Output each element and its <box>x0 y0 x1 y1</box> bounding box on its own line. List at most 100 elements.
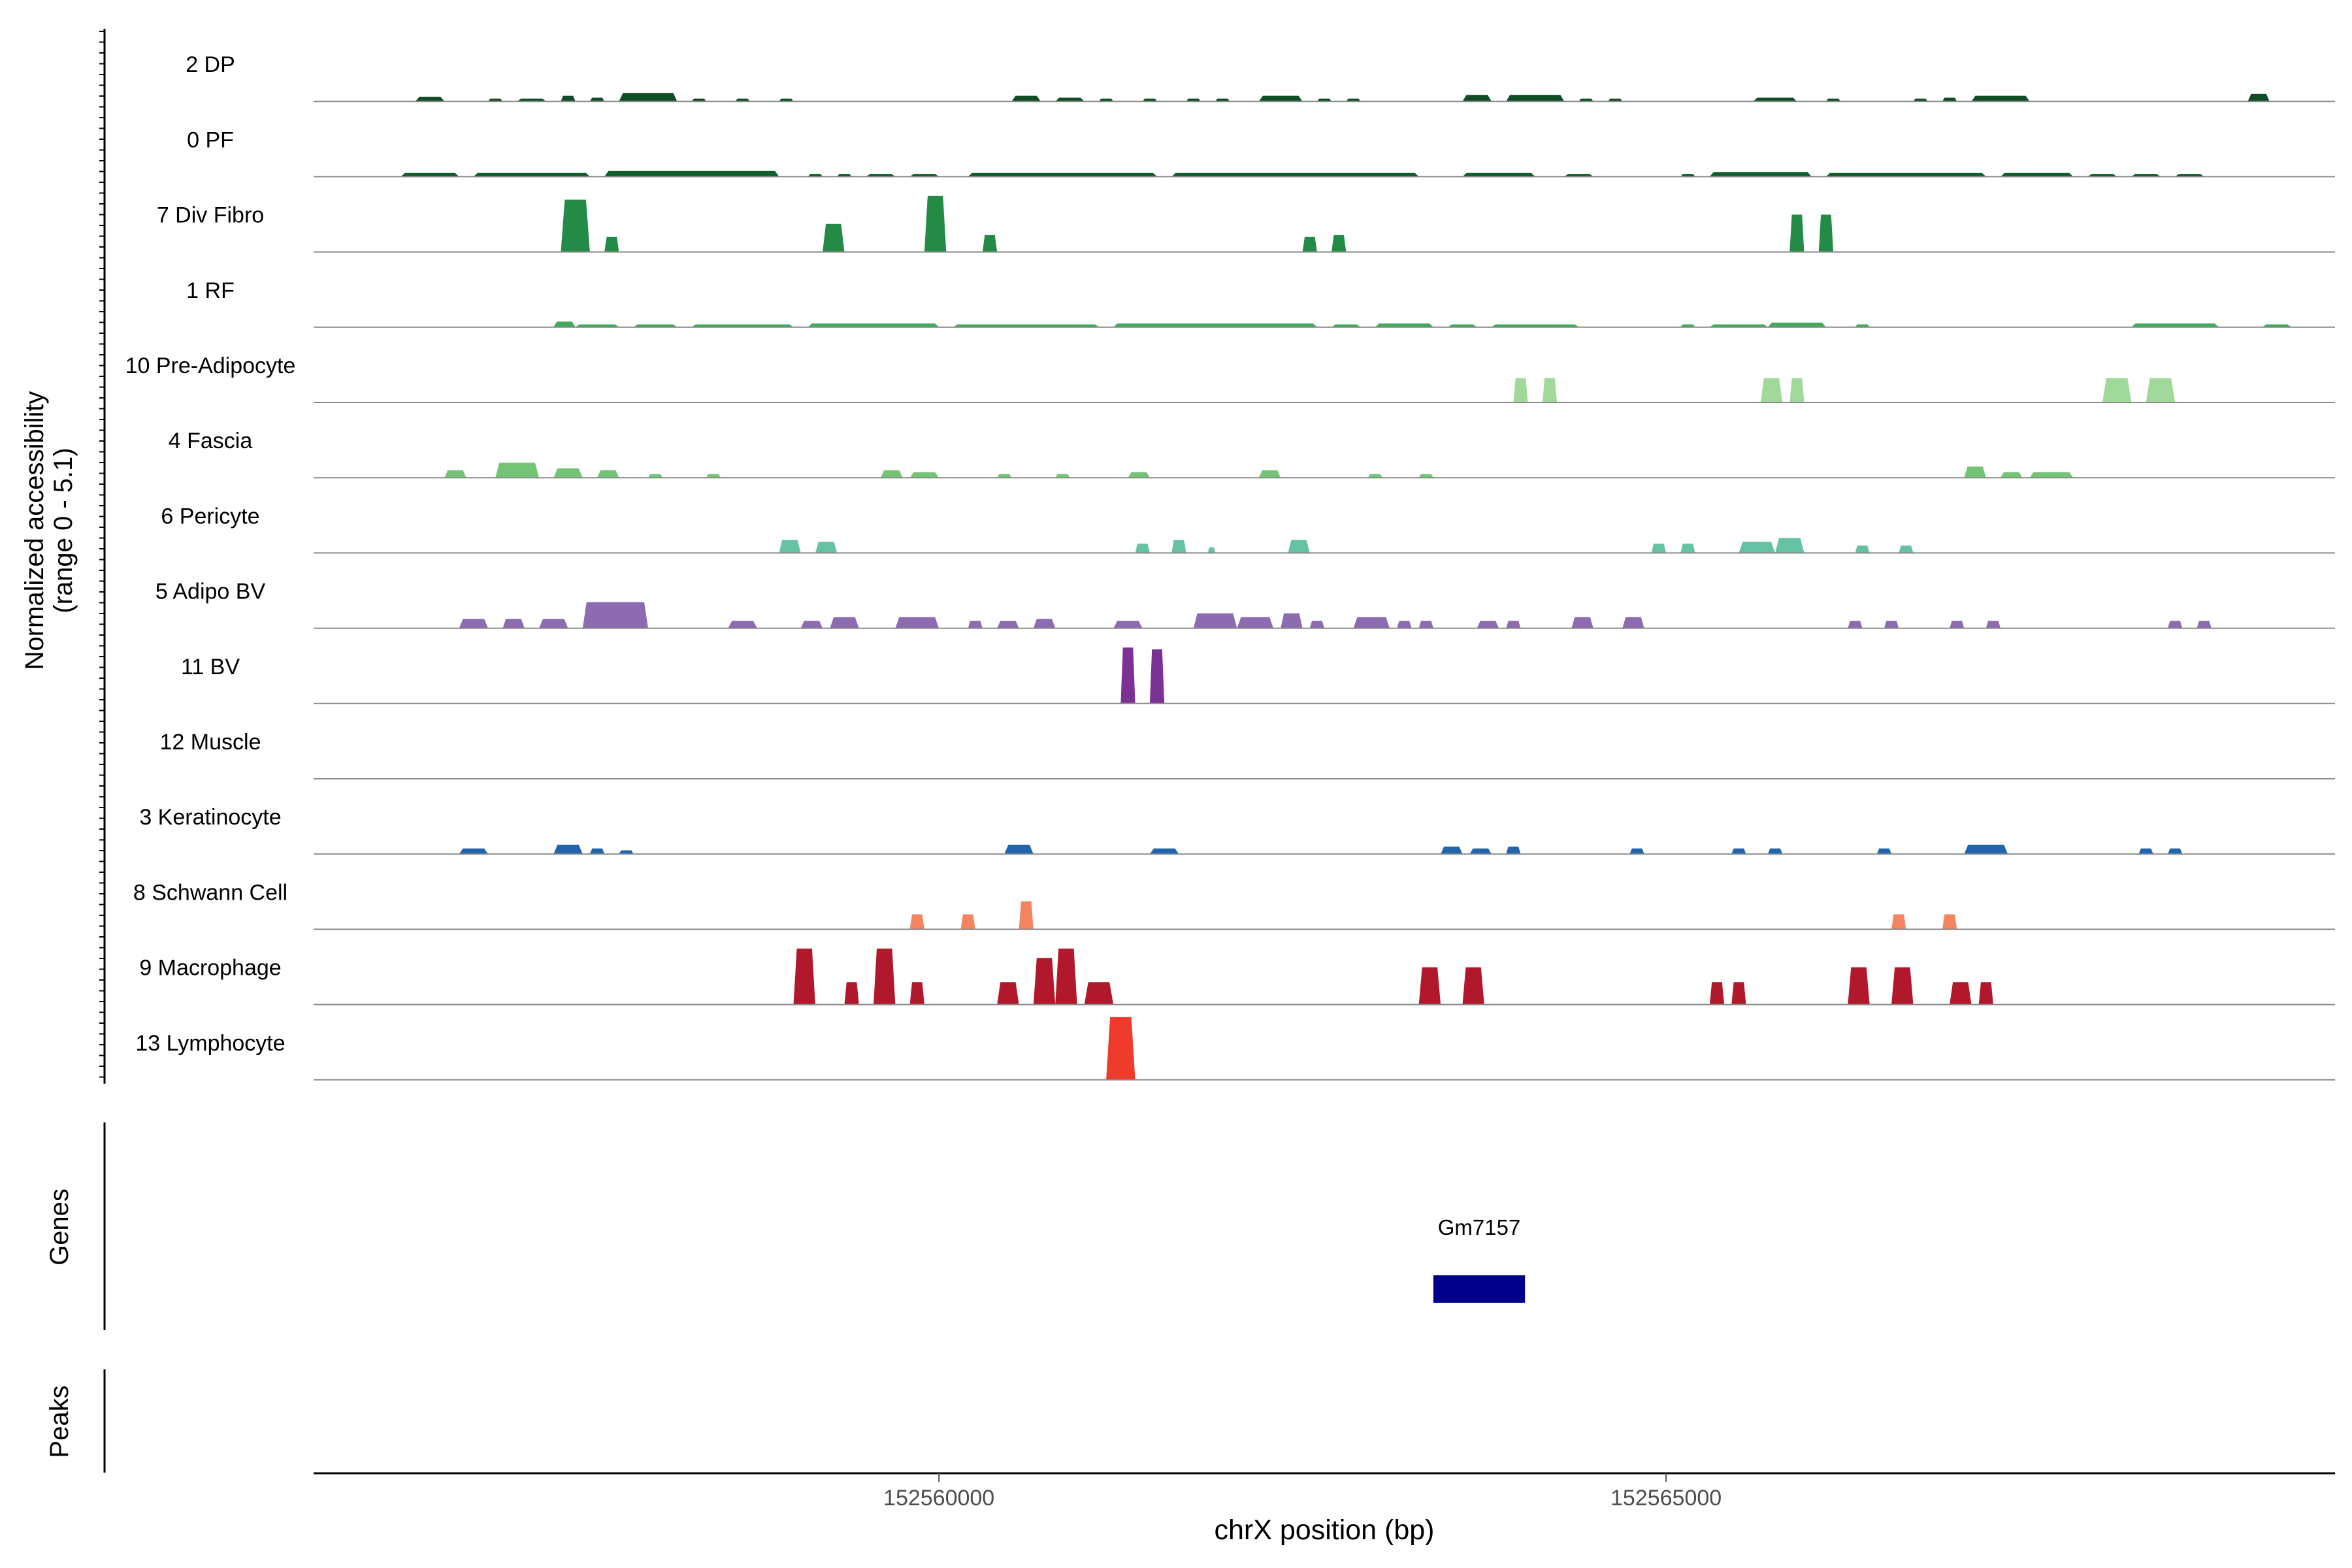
coverage-peak <box>1033 958 1056 1005</box>
coverage-peak <box>735 98 750 102</box>
track-label: 6 Pericyte <box>161 504 259 529</box>
track-label: 10 Pre-Adipocyte <box>125 353 296 378</box>
coverage-peak <box>1441 846 1463 855</box>
coverage-peak <box>1789 214 1805 252</box>
coverage-peak <box>2262 324 2292 327</box>
coverage-peak <box>517 98 547 102</box>
coverage-peak <box>1680 324 1695 327</box>
track-label: 4 Fascia <box>169 429 253 453</box>
coverage-peak <box>1477 621 1499 629</box>
track-label: 9 Macrophage <box>139 956 281 981</box>
coverage-peak <box>1571 617 1593 629</box>
x-tick-label: 152565000 <box>1610 1486 1722 1511</box>
coverage-peak <box>1113 621 1143 629</box>
y-axis-title-line1: Normalized accessibility <box>20 391 49 670</box>
x-axis-ticks: 152560000 152565000 <box>883 1473 1722 1511</box>
coverage-peak <box>1629 848 1644 855</box>
coverage-peak <box>1019 901 1034 930</box>
track-label: 11 BV <box>181 655 240 679</box>
coverage-peak <box>960 914 975 930</box>
coverage-peak <box>1848 967 1870 1005</box>
coverage-peak <box>1899 546 1914 553</box>
coverage-peak <box>1309 621 1324 629</box>
coverage-peak <box>1418 967 1441 1005</box>
coverage-peak <box>1789 378 1805 402</box>
coverage-peak <box>1418 621 1433 629</box>
coverage-peak <box>997 982 1019 1005</box>
coverage-peak <box>473 172 590 177</box>
y-axis-title-line2: (range 0 - 5.1) <box>49 448 78 613</box>
coverage-peak <box>1608 98 1623 102</box>
coverage-peak <box>1011 95 1041 102</box>
coverage-peak <box>1753 97 1797 102</box>
coverage-tracks: 2 DP 0 PF 7 Div Fibro 1 RF 10 Pre-Adipocyte 4… <box>125 52 2335 1081</box>
coverage-peak <box>800 621 823 629</box>
track-9-macrophage: 9 Macrophage <box>139 948 2335 1005</box>
track-13-lymphocyte: 13 Lymphocyte <box>135 1017 2335 1081</box>
coverage-peak <box>1506 846 1521 855</box>
coverage-peak <box>1855 546 1870 553</box>
coverage-peak <box>1135 544 1150 553</box>
coverage-peak <box>779 98 794 102</box>
coverage-peak <box>1891 914 1906 930</box>
coverage-peak <box>823 223 845 252</box>
coverage-peak <box>1825 98 1841 102</box>
coverage-peak <box>1142 98 1157 102</box>
coverage-peak <box>1258 95 1303 102</box>
coverage-peak <box>444 470 466 478</box>
track-label: 1 RF <box>186 278 235 303</box>
coverage-peak <box>2131 174 2161 177</box>
coverage-peak <box>815 542 838 553</box>
coverage-peak <box>1913 98 1928 102</box>
track-12-muscle: 12 Muscle <box>160 730 2335 779</box>
coverage-peak <box>1709 982 1725 1005</box>
coverage-peak <box>1207 547 1216 553</box>
coverage-peak <box>1186 98 1201 102</box>
track-label: 0 PF <box>187 127 234 152</box>
coverage-peak <box>1462 95 1492 102</box>
peaks-panel-label: Peaks <box>45 1385 74 1458</box>
coverage-peak <box>1492 324 1579 327</box>
coverage-peak <box>1731 848 1746 855</box>
coverage-peak <box>1731 982 1746 1005</box>
track-label: 2 DP <box>186 52 235 77</box>
coverage-peak <box>1193 613 1237 629</box>
coverage-peak <box>2197 621 2212 629</box>
coverage-peak <box>1942 97 1957 102</box>
coverage-peak <box>909 914 924 930</box>
coverage-peak <box>1651 544 1667 553</box>
coverage-peak <box>2001 472 2023 478</box>
coverage-peak <box>997 621 1019 629</box>
coverage-peak <box>1281 613 1303 629</box>
coverage-peak <box>895 617 939 629</box>
coverage-peak <box>1418 474 1433 478</box>
track-label: 7 Div Fibro <box>157 203 264 228</box>
coverage-peak <box>1950 982 1972 1005</box>
coverage-peak <box>1258 470 1281 478</box>
track-4-fascia: 4 Fascia <box>169 429 2335 479</box>
coverage-peak <box>575 324 619 327</box>
coverage-peak <box>1171 540 1186 553</box>
coverage-peak <box>539 619 568 629</box>
coverage-peak <box>1709 324 1768 327</box>
coverage-peak <box>808 323 939 327</box>
track-label: 5 Adipo BV <box>155 580 266 604</box>
coverage-peak <box>1506 95 1565 102</box>
coverage-peak <box>1099 98 1114 102</box>
track-2-dp: 2 DP <box>186 52 2335 103</box>
coverage-peak <box>1149 848 1179 855</box>
coverage-peak <box>808 174 823 177</box>
coverage-peak <box>1513 378 1528 402</box>
coverage-y-axis <box>99 29 106 1084</box>
coverage-peak <box>1367 474 1382 478</box>
coverage-peak <box>2102 378 2132 402</box>
coverage-peak <box>2138 848 2153 855</box>
coverage-peak <box>924 195 947 252</box>
coverage-peak <box>553 844 583 855</box>
coverage-peak <box>1055 474 1070 478</box>
coverage-peak <box>619 850 634 855</box>
coverage-peak <box>1964 466 1986 478</box>
coverage-peak <box>1848 621 1863 629</box>
coverage-peak <box>968 621 983 629</box>
